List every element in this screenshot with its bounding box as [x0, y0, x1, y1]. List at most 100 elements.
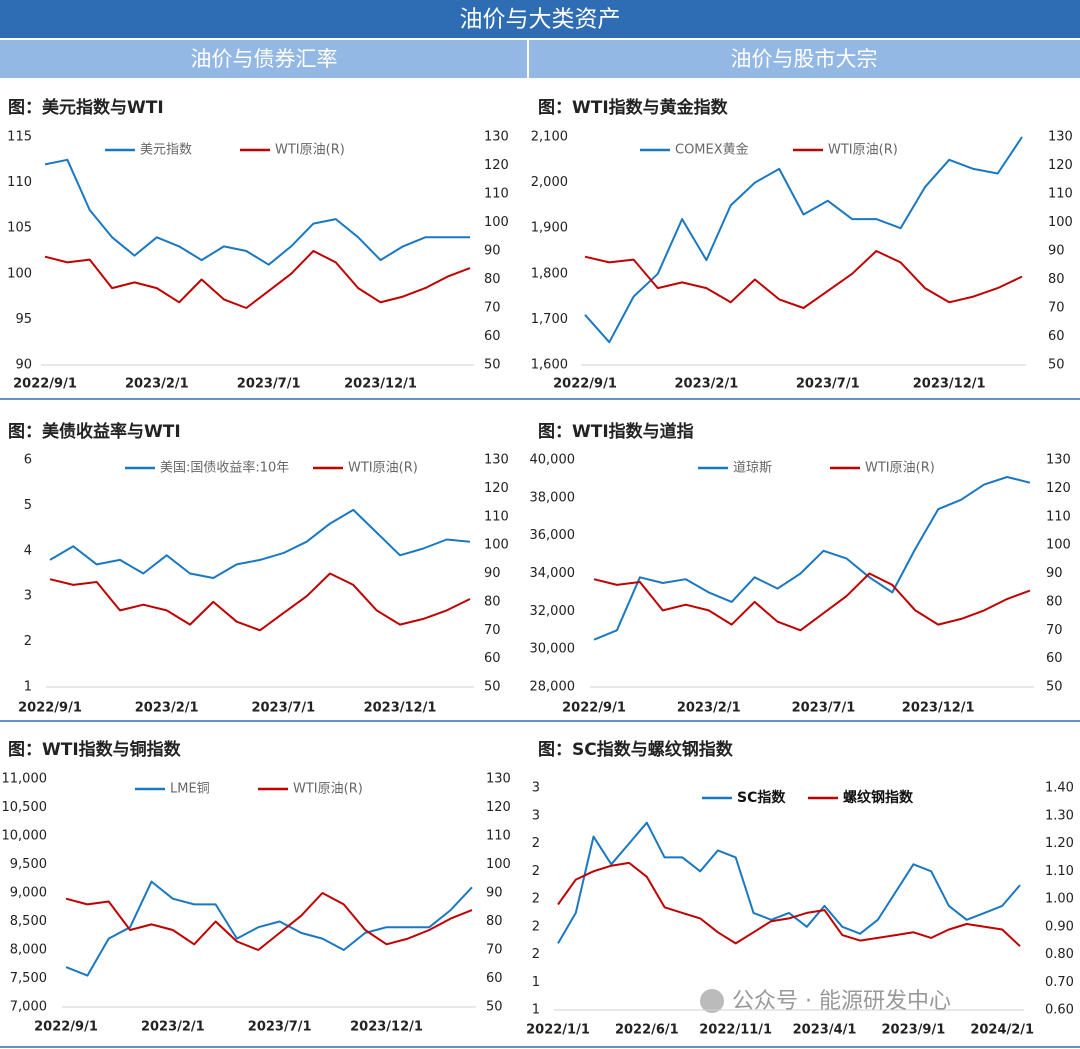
x-tick-label: 2022/6/1: [615, 1023, 679, 1038]
y-tick-label: 60: [484, 651, 501, 666]
y-tick-label: 110: [484, 509, 509, 524]
y-tick-label: 1,900: [531, 221, 568, 236]
y-tick-label: 115: [7, 130, 32, 145]
x-tick-label: 2024/2/1: [970, 1023, 1034, 1038]
x-tick-label: 2023/7/1: [792, 701, 856, 716]
y-tick-label: 100: [484, 538, 509, 553]
y-tick-label: 5: [24, 498, 32, 513]
y-tick-label: 9,000: [10, 886, 47, 901]
x-tick-label: 2023/2/1: [125, 377, 189, 392]
y-tick-label: 120: [484, 481, 509, 496]
legend-label: 道琼斯: [733, 461, 772, 476]
y-tick-label: 130: [486, 772, 511, 787]
y-tick-label: 130: [1048, 130, 1073, 145]
x-tick-label: 2023/7/1: [796, 377, 860, 392]
y-tick-label: 100: [7, 266, 32, 281]
y-tick-label: 110: [484, 187, 509, 202]
y-tick-label: 110: [1046, 509, 1071, 524]
y-tick-label: 120: [1048, 158, 1073, 173]
x-tick-label: 2023/2/1: [674, 377, 738, 392]
y-tick-label: 7,500: [10, 971, 47, 986]
y-tick-label: 6: [24, 453, 32, 468]
chart-title: 图：美元指数与WTI: [8, 97, 164, 118]
y-tick-label: 90: [484, 244, 501, 259]
y-tick-label: 100: [1046, 538, 1071, 553]
y-tick-label: 10,000: [2, 829, 48, 844]
x-tick-label: 2023/2/1: [141, 1020, 205, 1035]
y-tick-label: 11,000: [2, 772, 48, 787]
legend-label: 螺纹钢指数: [843, 789, 914, 806]
chart-title: 图：美债收益率与WTI: [8, 421, 181, 442]
y-tick-label: 1.10: [1045, 864, 1074, 879]
legend-label: COMEX黄金: [675, 142, 749, 158]
y-tick-label: 70: [1046, 623, 1063, 638]
y-tick-label: 3: [532, 808, 540, 823]
y-tick-label: 2: [532, 919, 540, 934]
section-bar: [529, 40, 1080, 78]
y-tick-label: 3: [24, 589, 32, 604]
y-tick-label: 1.00: [1045, 892, 1074, 907]
y-tick-label: 1.20: [1045, 836, 1074, 851]
y-tick-label: 120: [486, 800, 511, 815]
series-line: [557, 821, 1021, 944]
y-tick-label: 70: [484, 301, 501, 316]
legend-label: WTI原油(R): [348, 461, 418, 476]
x-tick-label: 2023/12/1: [913, 377, 986, 392]
series-line: [557, 861, 1021, 947]
y-tick-label: 1,600: [531, 358, 568, 373]
legend-label: WTI原油(R): [828, 143, 898, 158]
y-tick-label: 30,000: [530, 642, 576, 657]
y-tick-label: 80: [486, 914, 503, 929]
y-tick-label: 130: [1046, 453, 1071, 468]
y-tick-label: 2: [532, 864, 540, 879]
y-tick-label: 60: [484, 329, 501, 344]
series-line: [593, 476, 1031, 641]
section-title: 油价与股市大宗: [731, 47, 878, 71]
x-tick-label: 2023/12/1: [350, 1020, 423, 1035]
chart-title: 图：WTI指数与道指: [538, 421, 694, 442]
y-tick-label: 70: [1048, 301, 1065, 316]
y-tick-label: 50: [484, 680, 501, 695]
y-tick-label: 110: [7, 175, 32, 190]
y-tick-label: 95: [15, 312, 32, 327]
y-tick-label: 32,000: [530, 604, 576, 619]
series-line: [65, 880, 473, 977]
y-tick-label: 110: [486, 829, 511, 844]
y-tick-label: 3: [532, 781, 540, 796]
y-tick-label: 70: [486, 943, 503, 958]
y-tick-label: 9,500: [10, 857, 47, 872]
y-tick-label: 38,000: [530, 490, 576, 505]
legend-label: 美元指数: [140, 143, 192, 158]
y-tick-label: 1: [532, 1003, 540, 1018]
chart-title: 图：SC指数与螺纹钢指数: [538, 739, 734, 760]
y-tick-label: 80: [484, 594, 501, 609]
y-tick-label: 34,000: [530, 566, 576, 581]
y-tick-label: 80: [1048, 272, 1065, 287]
y-tick-label: 0.70: [1045, 975, 1074, 990]
y-tick-label: 130: [484, 130, 509, 145]
series-line: [65, 892, 473, 951]
header-bar: [0, 0, 1080, 38]
header-title: 油价与大类资产: [460, 7, 621, 33]
series-line: [44, 250, 471, 309]
x-tick-label: 2023/7/1: [237, 377, 301, 392]
y-tick-label: 90: [486, 886, 503, 901]
x-tick-label: 2023/12/1: [344, 377, 417, 392]
x-tick-label: 2022/9/1: [18, 701, 82, 716]
y-tick-label: 28,000: [530, 680, 576, 695]
y-tick-label: 1.30: [1045, 808, 1074, 823]
series-line: [49, 572, 471, 632]
y-tick-label: 80: [484, 272, 501, 287]
y-tick-label: 2: [532, 836, 540, 851]
series-line: [44, 158, 470, 266]
y-tick-label: 1,800: [531, 266, 568, 281]
y-tick-label: 90: [1048, 244, 1065, 259]
x-tick-label: 2023/2/1: [677, 701, 741, 716]
y-tick-label: 8,500: [10, 914, 47, 929]
y-tick-label: 60: [486, 971, 503, 986]
legend-label: WTI原油(R): [293, 782, 363, 797]
y-tick-label: 50: [484, 358, 501, 373]
legend-label: SC指数: [737, 789, 786, 806]
series-line: [584, 250, 1023, 309]
